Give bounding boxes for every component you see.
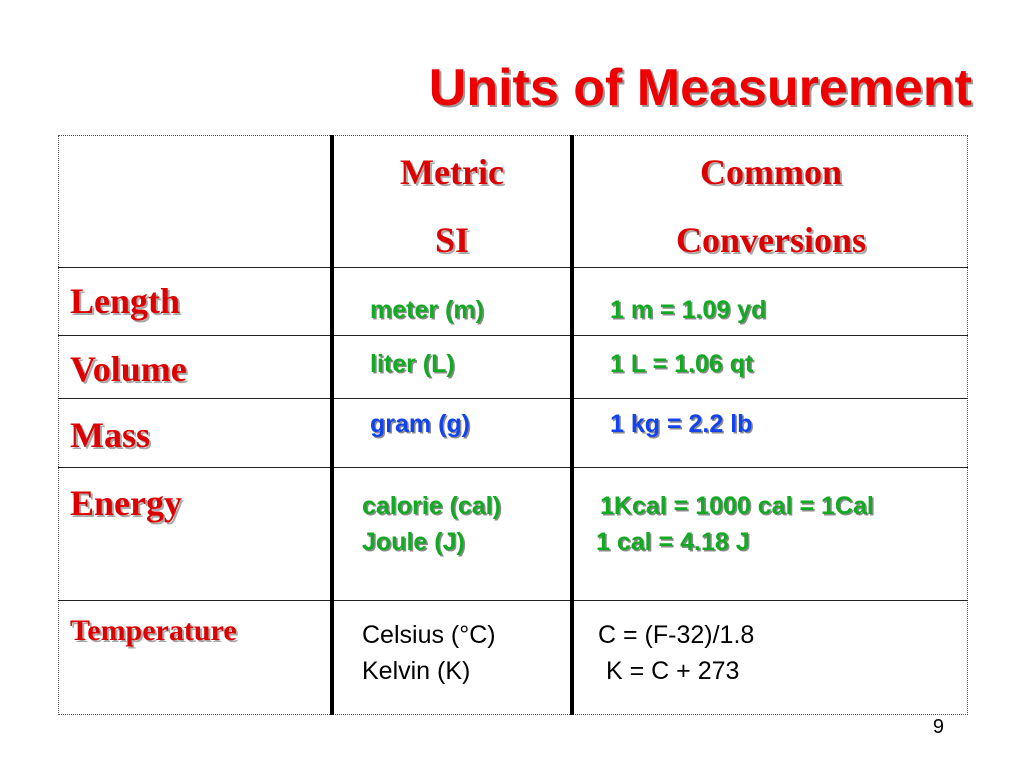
column-divider: [570, 135, 574, 715]
header-divider: [58, 267, 968, 268]
metric-volume: liter (L): [370, 350, 455, 378]
slide-title: Units of Measurement: [428, 59, 972, 117]
conversion-temperature-line1: C = (F-32)/1.8: [598, 621, 755, 649]
row-label-length: Length: [70, 281, 181, 321]
conversion-energy-line1: 1Kcal = 1000 cal = 1Cal: [600, 492, 874, 520]
metric-energy: calorie (cal) Joule (J): [362, 488, 501, 560]
metric-energy-line2: Joule (J): [362, 528, 465, 556]
conversion-temperature: C = (F-32)/1.8 K = C + 273: [598, 617, 754, 689]
conversion-energy: 1Kcal = 1000 cal = 1Cal 1 cal = 4.18 J: [596, 488, 874, 560]
row-label-temperature: Temperature: [70, 614, 237, 647]
header-common-conversions: Common Conversions: [574, 138, 968, 274]
conversion-temperature-line2: K = C + 273: [606, 657, 740, 685]
page-number: 9: [932, 716, 944, 738]
row-label-mass: Mass: [70, 415, 150, 455]
header-metric-line2: SI: [434, 220, 470, 260]
header-metric: Metric SI: [334, 138, 570, 274]
metric-energy-line1: calorie (cal): [362, 492, 501, 520]
row-divider: [58, 398, 968, 399]
row-divider: [58, 600, 968, 601]
column-divider: [330, 135, 334, 715]
units-table: [58, 135, 968, 715]
header-common-line2: Conversions: [675, 220, 867, 260]
conversion-length: 1 m = 1.09 yd: [610, 296, 767, 324]
header-metric-line1: Metric: [400, 152, 504, 192]
header-common-line1: Common: [700, 152, 842, 192]
metric-temperature: Celsius (°C) Kelvin (K): [362, 617, 496, 689]
metric-mass: gram (g): [370, 410, 470, 438]
conversion-volume: 1 L = 1.06 qt: [610, 350, 754, 378]
metric-temperature-line2: Kelvin (K): [362, 657, 471, 685]
row-label-energy: Energy: [70, 483, 182, 523]
metric-length: meter (m): [370, 296, 484, 324]
row-divider: [58, 467, 968, 468]
metric-temperature-line1: Celsius (°C): [362, 621, 496, 649]
conversion-mass: 1 kg = 2.2 lb: [610, 410, 753, 438]
conversion-energy-line2: 1 cal = 4.18 J: [596, 528, 750, 556]
row-divider: [58, 335, 968, 336]
row-label-volume: Volume: [70, 349, 187, 389]
